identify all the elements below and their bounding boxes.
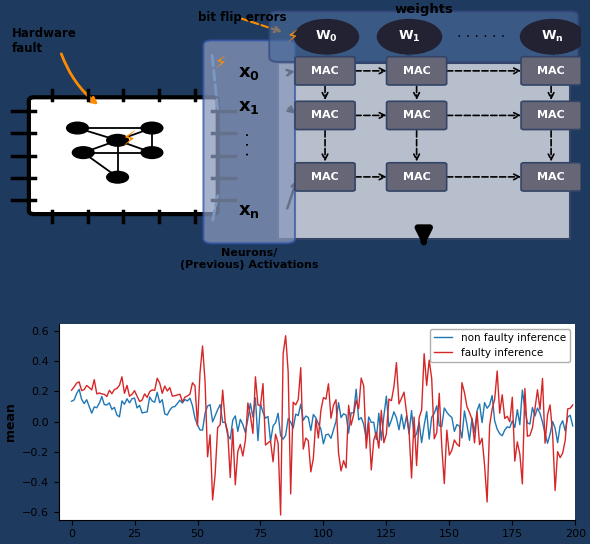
Line: faulty inference: faulty inference	[71, 336, 573, 515]
Text: MAC: MAC	[537, 110, 565, 120]
Text: $\mathbf{x_0}$: $\mathbf{x_0}$	[238, 64, 260, 82]
non faulty inference	[353, 386, 360, 392]
non faulty inference	[320, 441, 327, 447]
faulty inference	[99, 391, 106, 397]
Line: non faulty inference: non faulty inference	[71, 389, 573, 444]
FancyBboxPatch shape	[521, 101, 581, 129]
Text: ⚡: ⚡	[122, 131, 136, 150]
faulty inference	[532, 406, 539, 412]
Text: $\mathbf{W_n}$: $\mathbf{W_n}$	[541, 29, 564, 44]
Text: $\mathbf{x_n}$: $\mathbf{x_n}$	[238, 202, 260, 220]
Text: Neurons/
(Previous) Activations: Neurons/ (Previous) Activations	[180, 248, 319, 269]
FancyBboxPatch shape	[295, 163, 355, 191]
faulty inference	[277, 512, 284, 518]
FancyBboxPatch shape	[278, 64, 570, 239]
Text: · · ·: · · ·	[242, 131, 257, 156]
non faulty inference	[68, 398, 75, 405]
non faulty inference	[161, 411, 168, 417]
FancyBboxPatch shape	[521, 163, 581, 191]
Text: bit flip errors: bit flip errors	[198, 11, 286, 24]
FancyBboxPatch shape	[521, 57, 581, 85]
Circle shape	[107, 171, 129, 183]
Circle shape	[378, 20, 441, 54]
FancyBboxPatch shape	[295, 101, 355, 129]
Circle shape	[73, 147, 94, 158]
Text: MAC: MAC	[537, 172, 565, 182]
FancyBboxPatch shape	[386, 163, 447, 191]
Text: MAC: MAC	[311, 66, 339, 76]
Legend: non faulty inference, faulty inference: non faulty inference, faulty inference	[430, 329, 570, 362]
Y-axis label: mean: mean	[4, 402, 17, 441]
non faulty inference	[569, 423, 576, 429]
Circle shape	[294, 20, 359, 54]
faulty inference	[569, 401, 576, 408]
non faulty inference	[549, 418, 556, 425]
Circle shape	[141, 147, 163, 158]
Text: MAC: MAC	[311, 172, 339, 182]
non faulty inference	[202, 410, 209, 417]
faulty inference	[282, 332, 289, 339]
faulty inference	[68, 387, 75, 393]
Text: $\mathbf{W_0}$: $\mathbf{W_0}$	[315, 29, 338, 44]
Circle shape	[67, 122, 88, 134]
Text: $\mathbf{W_1}$: $\mathbf{W_1}$	[398, 29, 421, 44]
Circle shape	[141, 122, 163, 134]
Text: MAC: MAC	[403, 110, 431, 120]
non faulty inference	[99, 393, 106, 400]
Text: MAC: MAC	[403, 172, 431, 182]
FancyBboxPatch shape	[29, 97, 218, 214]
non faulty inference	[532, 413, 539, 419]
FancyBboxPatch shape	[386, 101, 447, 129]
Text: MAC: MAC	[403, 66, 431, 76]
faulty inference	[161, 383, 168, 390]
Text: Hardware
fault: Hardware fault	[12, 27, 77, 54]
Text: · · · · · ·: · · · · · ·	[457, 30, 505, 44]
Text: ⚡: ⚡	[215, 54, 227, 72]
non faulty inference	[88, 410, 95, 416]
Text: ⚡: ⚡	[286, 28, 298, 46]
Text: $\mathbf{x_1}$: $\mathbf{x_1}$	[238, 97, 260, 115]
Text: MAC: MAC	[537, 66, 565, 76]
FancyBboxPatch shape	[295, 57, 355, 85]
Text: weights: weights	[394, 3, 453, 16]
FancyBboxPatch shape	[204, 40, 295, 243]
faulty inference	[88, 387, 95, 393]
Circle shape	[107, 134, 129, 146]
Text: MAC: MAC	[311, 110, 339, 120]
faulty inference	[549, 430, 556, 436]
FancyBboxPatch shape	[269, 11, 578, 62]
Circle shape	[520, 20, 585, 54]
faulty inference	[202, 378, 209, 385]
FancyBboxPatch shape	[386, 57, 447, 85]
